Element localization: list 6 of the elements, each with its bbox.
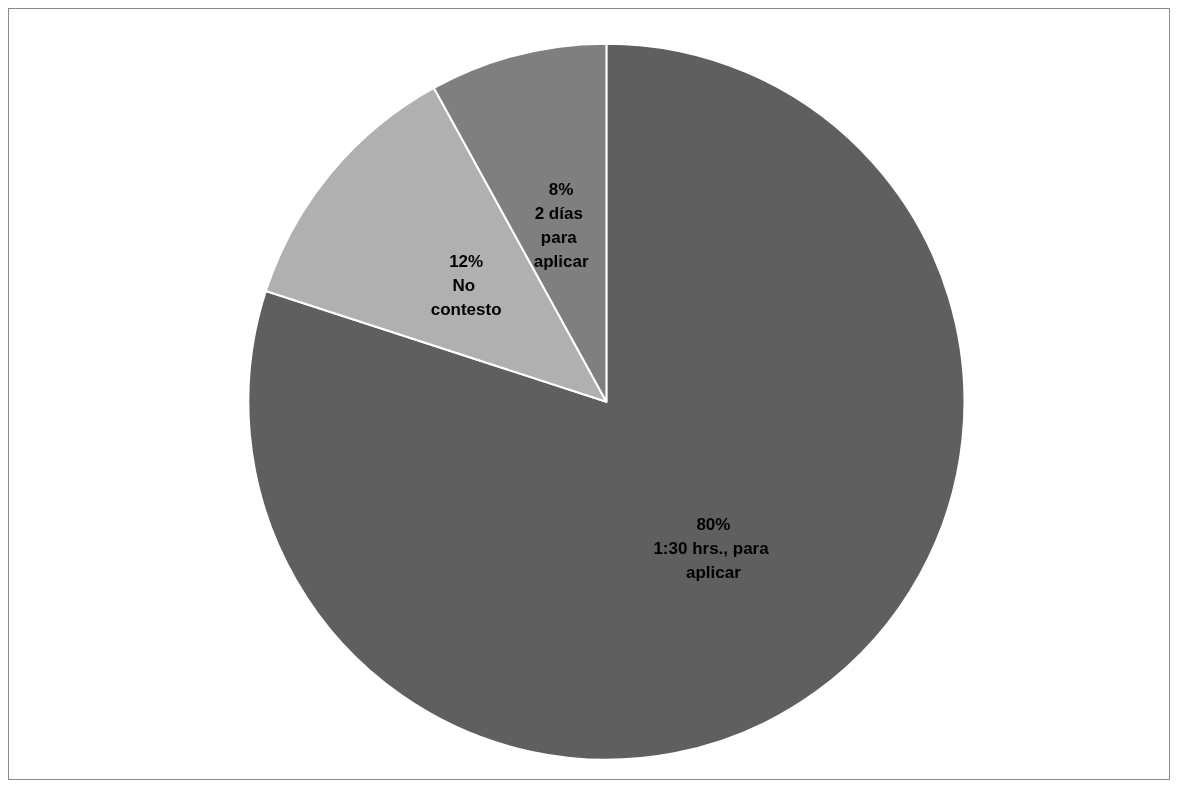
slice-label: No contesto (430, 276, 502, 320)
slice-label: 1:30 hrs., para aplicar (653, 539, 774, 583)
data-label: 12% (449, 252, 484, 272)
data-label: 80% (696, 515, 731, 535)
data-label: 8% (548, 179, 574, 199)
slice-label: 2 días para aplicar (533, 203, 589, 271)
